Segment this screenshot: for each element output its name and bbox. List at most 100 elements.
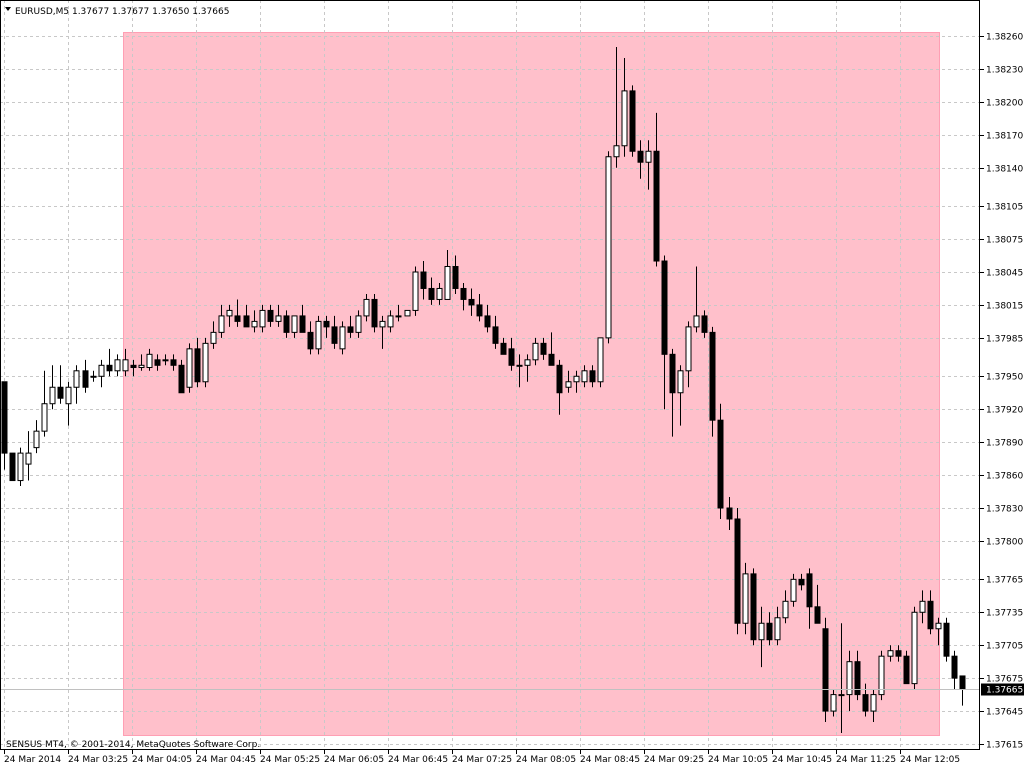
- candle-body-bull: [226, 309, 233, 317]
- candle-body-bear: [726, 507, 733, 520]
- candle-body-bull: [444, 266, 451, 300]
- candle-body-bull: [33, 430, 40, 449]
- candle: [943, 617, 950, 662]
- candle: [259, 304, 266, 333]
- candle: [734, 508, 741, 635]
- candle-body-bull: [210, 331, 217, 344]
- candle-body-bull: [838, 694, 845, 697]
- candle-body-bear: [82, 370, 89, 388]
- candle-body-bear: [452, 266, 459, 289]
- candle-body-bull: [911, 611, 918, 685]
- candle: [870, 689, 877, 723]
- candle-body-bear: [9, 452, 16, 482]
- candle: [49, 365, 56, 410]
- candle-body-bear: [951, 655, 958, 679]
- candle: [532, 337, 539, 366]
- candle-body-bull: [98, 364, 105, 377]
- candle-body-bull: [758, 622, 765, 641]
- x-tick-label: 24 Mar 09:25: [644, 755, 704, 765]
- candle-body-bull: [846, 661, 853, 696]
- candle: [395, 304, 402, 322]
- candle: [709, 326, 716, 437]
- candle: [508, 337, 515, 371]
- candle-body-bull: [790, 578, 797, 602]
- candle-body-bull: [315, 320, 322, 350]
- candle-body-bull: [621, 90, 628, 147]
- dropdown-triangle-icon[interactable]: [5, 7, 11, 11]
- candle: [218, 304, 225, 338]
- candle: [33, 420, 40, 454]
- candle-body-bull: [532, 342, 539, 361]
- y-tick-label: 1.38045: [986, 269, 1023, 279]
- y-tick-label: 1.37705: [986, 642, 1023, 652]
- candle-body-bear: [709, 331, 716, 421]
- candle: [798, 573, 805, 591]
- candle-body-bull: [581, 370, 588, 383]
- candle: [653, 112, 660, 267]
- candle-body-bull: [122, 359, 129, 372]
- candle: [162, 354, 169, 366]
- candle-body-bull: [412, 271, 419, 311]
- candle-body-bear: [903, 655, 910, 685]
- candle-body-bull: [162, 359, 169, 362]
- time-axis: 24 Mar 2014 24 Mar 03:25 24 Mar 04:05 24 Ma…: [4, 750, 960, 765]
- y-tick-label: 1.38140: [986, 165, 1023, 175]
- candle-body-bear: [500, 342, 507, 355]
- candle: [927, 590, 934, 635]
- candle: [573, 370, 580, 393]
- candle-body-bull: [613, 145, 620, 158]
- candle-body-bear: [943, 622, 950, 657]
- candle: [766, 612, 773, 646]
- candle-body-bull: [742, 573, 749, 624]
- candle-body-bear: [653, 150, 660, 262]
- candle: [178, 359, 185, 394]
- candle: [492, 315, 499, 349]
- candle: [903, 650, 910, 685]
- candle-body-bull: [25, 452, 32, 465]
- candle-body-bear: [548, 353, 555, 366]
- candle: [637, 140, 644, 179]
- candle-body-bear: [299, 315, 306, 333]
- candle: [726, 497, 733, 530]
- candle: [82, 359, 89, 393]
- y-tick-label: 1.37800: [986, 538, 1023, 548]
- candle-body-bear: [130, 364, 137, 368]
- candle-body-bull: [516, 364, 523, 367]
- x-tick-label: 24 Mar 08:45: [580, 755, 640, 765]
- symbol-header[interactable]: EURUSD,M5 1.37677 1.37677 1.37650 1.3766…: [5, 7, 229, 17]
- candle: [677, 365, 684, 426]
- x-tick-label: 24 Mar 06:45: [388, 755, 448, 765]
- candle: [291, 315, 298, 338]
- candle-body-bear: [347, 326, 354, 333]
- candle: [814, 584, 821, 624]
- candle-body-bear: [331, 326, 338, 344]
- candle-body-bull: [597, 337, 604, 383]
- highlight-rectangle[interactable]: [123, 32, 940, 736]
- candle: [251, 310, 258, 333]
- candle-body-bull: [291, 315, 298, 333]
- candle: [524, 354, 531, 382]
- candle-body-bear: [556, 364, 563, 394]
- candle: [822, 617, 829, 723]
- candle: [355, 310, 362, 338]
- candle: [629, 85, 636, 157]
- candle: [194, 337, 201, 388]
- candle: [299, 304, 306, 333]
- candle: [412, 266, 419, 316]
- candle-body-bull: [774, 617, 781, 641]
- y-tick-label: 1.38230: [986, 66, 1023, 76]
- candle: [323, 315, 330, 338]
- candle-body-bear: [806, 573, 813, 608]
- candle: [210, 321, 217, 349]
- candle-body-bull: [251, 320, 258, 328]
- candle: [1, 381, 8, 470]
- x-tick-label: 24 Mar 12:05: [900, 755, 960, 765]
- candle: [73, 365, 80, 404]
- candle: [315, 315, 322, 355]
- candle-body-bull: [259, 309, 266, 328]
- candle-body-bear: [629, 90, 636, 152]
- candle: [41, 370, 48, 437]
- candle-body-bull: [782, 600, 789, 619]
- candle: [919, 590, 926, 624]
